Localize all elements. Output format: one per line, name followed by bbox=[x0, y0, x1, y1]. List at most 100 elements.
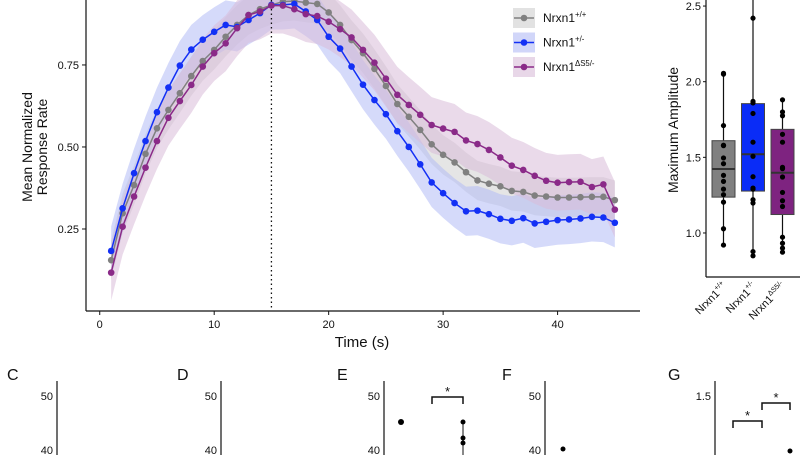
box-1 bbox=[741, 0, 765, 259]
data-point bbox=[398, 419, 404, 425]
data-point bbox=[336, 45, 344, 52]
data-point bbox=[107, 256, 115, 264]
response-rate-chart: 0 10 20 30 40 0.25 0.50 0.75 Time (s) Mean Normal… bbox=[19, 0, 640, 351]
data-point bbox=[750, 100, 756, 106]
data-point bbox=[428, 179, 435, 186]
data-point bbox=[779, 113, 786, 119]
box-0 bbox=[711, 70, 736, 248]
y-tick-label: 1.0 bbox=[686, 228, 701, 240]
data-point bbox=[787, 448, 793, 454]
data-point bbox=[720, 122, 727, 129]
data-point bbox=[233, 24, 241, 32]
data-point bbox=[153, 124, 161, 132]
y-tick-label: 0.50 bbox=[58, 142, 79, 154]
panel-letter: C bbox=[7, 367, 19, 384]
data-point bbox=[348, 34, 355, 41]
data-point bbox=[462, 207, 470, 215]
data-point bbox=[188, 46, 195, 53]
data-point bbox=[371, 59, 378, 66]
y-tick-label: 2.5 bbox=[686, 1, 701, 13]
data-point bbox=[222, 21, 229, 29]
data-point bbox=[130, 181, 138, 189]
panel-letter: F bbox=[502, 367, 512, 384]
data-point bbox=[720, 161, 727, 167]
data-point bbox=[460, 435, 466, 441]
data-point bbox=[554, 179, 561, 187]
x-tick-label: 40 bbox=[551, 319, 563, 331]
legend-label: Nrxn1ΔS5/- bbox=[543, 59, 595, 74]
data-point bbox=[485, 210, 493, 218]
data-point bbox=[779, 203, 786, 210]
data-point bbox=[462, 168, 470, 176]
data-point bbox=[750, 248, 756, 255]
data-point bbox=[371, 65, 378, 73]
data-point bbox=[519, 214, 527, 222]
data-point bbox=[611, 206, 619, 213]
y-axis-label: Maximum Amplitude bbox=[665, 67, 681, 193]
panel-F: F 50 40 bbox=[502, 367, 566, 455]
data-point bbox=[779, 249, 786, 255]
data-point bbox=[554, 216, 561, 224]
panel-letter: D bbox=[177, 367, 189, 384]
data-point bbox=[245, 16, 252, 24]
ribbon-series-1 bbox=[111, 0, 615, 276]
legend-marker bbox=[520, 14, 528, 22]
data-point bbox=[119, 205, 126, 212]
data-point bbox=[531, 220, 538, 227]
data-point bbox=[165, 106, 172, 114]
legend-marker bbox=[520, 63, 528, 71]
data-point bbox=[142, 137, 149, 145]
data-point bbox=[720, 178, 727, 184]
data-point bbox=[611, 196, 619, 204]
data-point bbox=[188, 72, 195, 80]
legend-item: Nrxn1+/- bbox=[513, 32, 585, 53]
data-point bbox=[554, 194, 561, 201]
data-point bbox=[416, 111, 424, 119]
y-tick-label: 50 bbox=[205, 391, 217, 403]
data-point bbox=[165, 84, 172, 91]
amplitude-boxplot: Nrxn1+/+Nrxn1+/-Nrxn1ΔS5/-1.01.52.02.5Ma… bbox=[665, 0, 800, 323]
significance-star: * bbox=[445, 384, 450, 399]
data-point bbox=[720, 192, 727, 198]
y-tick-label: 0.75 bbox=[58, 60, 79, 72]
panel-letter: G bbox=[668, 367, 680, 384]
data-point bbox=[428, 121, 435, 129]
y-tick-label: 50 bbox=[529, 391, 541, 403]
data-point bbox=[577, 193, 584, 201]
data-point bbox=[119, 223, 126, 230]
data-point bbox=[497, 154, 504, 161]
data-point bbox=[176, 62, 184, 69]
data-point bbox=[405, 143, 413, 151]
data-point bbox=[720, 226, 727, 232]
data-point bbox=[565, 178, 573, 186]
y-tick-label: 50 bbox=[41, 391, 53, 403]
data-point bbox=[394, 127, 401, 135]
data-point bbox=[416, 126, 424, 134]
data-point bbox=[394, 91, 401, 99]
data-point bbox=[428, 141, 435, 148]
data-point bbox=[460, 419, 466, 425]
data-point bbox=[199, 57, 207, 65]
data-point bbox=[210, 49, 218, 57]
data-point bbox=[779, 240, 786, 246]
y-axis-label: Mean Normalized bbox=[19, 92, 35, 202]
data-point bbox=[542, 177, 550, 185]
data-point bbox=[451, 128, 458, 136]
y-tick-label: 1.5 bbox=[696, 391, 711, 403]
data-point bbox=[382, 82, 390, 90]
y-tick-label: 40 bbox=[205, 445, 217, 455]
data-point bbox=[779, 109, 786, 115]
legend-label: Nrxn1+/- bbox=[543, 35, 585, 50]
panel-G: G 1.5 * * bbox=[668, 367, 793, 455]
data-point bbox=[779, 198, 786, 204]
data-point bbox=[720, 199, 727, 205]
y-tick-label: 50 bbox=[368, 391, 380, 403]
data-point bbox=[720, 242, 727, 248]
data-point bbox=[720, 155, 727, 161]
x-tick-label: 30 bbox=[437, 319, 449, 331]
data-point bbox=[165, 114, 172, 122]
data-point bbox=[497, 215, 504, 223]
y-tick-label: 40 bbox=[368, 445, 380, 455]
data-point bbox=[779, 139, 786, 145]
data-point bbox=[462, 137, 470, 144]
